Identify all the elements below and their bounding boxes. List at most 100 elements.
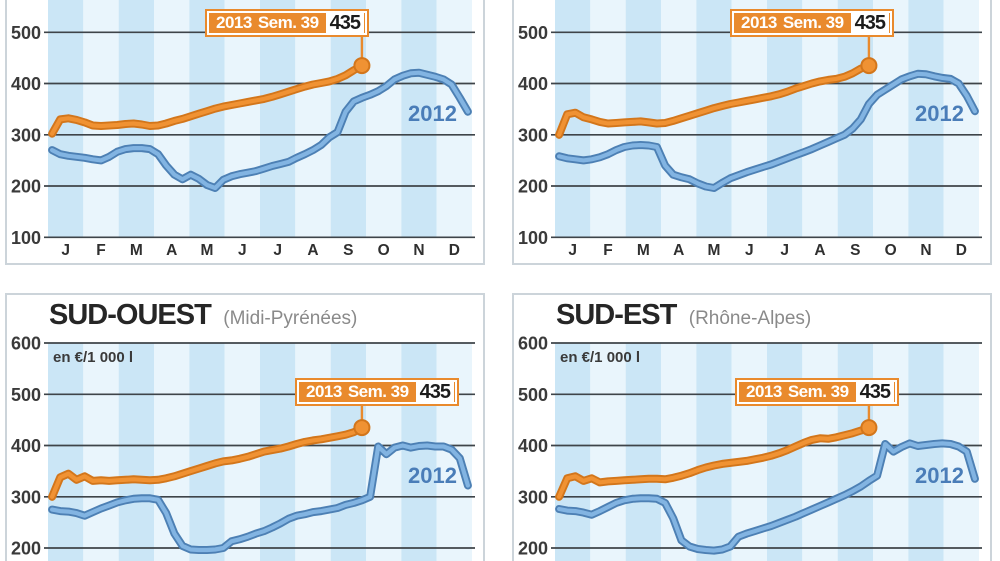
series-line-2012 [49,443,470,553]
month-stripe [401,343,437,561]
series-label-2012: 2012 [915,101,964,126]
badge-week: Sem. 39 [347,382,409,401]
month-label: M [708,242,721,259]
month-stripe [696,343,732,561]
month-label: O [885,242,897,259]
month-label: J [61,242,70,259]
month-label: J [780,242,789,259]
y-tick-label: 600 [11,334,41,354]
month-stripe [224,0,260,238]
badge-year: 2013 [741,13,777,32]
month-label: S [850,242,860,259]
chart-title: SUD-EST [556,299,677,331]
month-stripe [555,343,591,561]
y-tick-label: 100 [518,228,548,248]
month-stripe [625,343,661,561]
series-end-dot [860,57,878,75]
chart-panel-top-left: 600500400300200100JFMAMJJASOND 2012 2013… [5,0,485,265]
series-label-2012: 2012 [915,463,964,488]
month-stripe [590,343,626,561]
badge-year: 2013 [306,382,342,401]
unit-label: en €/1 000 l [560,349,641,366]
chart-panel-sud-est: 600500400300200100JFMAMJJASOND SUD-EST (… [512,293,992,561]
y-tick-label: 100 [11,228,41,248]
series-label-2012: 2012 [408,463,457,488]
month-stripe [366,0,402,238]
series-line-2013 [49,425,364,499]
chart-svg: 600500400300200100JFMAMJJASOND [11,0,475,259]
month-label: A [673,242,684,259]
month-stripe [837,0,873,238]
month-stripe [295,343,331,561]
callout-badge: 2013 Sem. 39 435 [295,378,459,406]
month-stripe [189,343,225,561]
month-stripe [873,0,909,238]
month-stripe [401,0,437,238]
badge-value: 435 [415,381,454,403]
month-stripe [330,343,366,561]
y-tick-label: 500 [11,385,41,405]
unit-label: en €/1 000 l [53,349,134,366]
y-tick-label: 200 [11,177,41,197]
chart-subtitle: (Midi-Pyrénées) [223,308,358,329]
month-label: J [568,242,577,259]
month-stripe [118,0,154,238]
month-label: A [166,242,177,259]
month-label: J [273,242,282,259]
month-stripe [731,0,767,238]
month-stripe [295,0,331,238]
series-line-2012 [556,71,977,191]
badge-week: Sem. 39 [257,13,319,32]
callout-badge: 2013 Sem. 39 435 [735,378,899,406]
month-stripe [330,0,366,238]
y-tick-label: 300 [11,487,41,507]
y-tick-label: 500 [11,23,41,43]
month-stripe [83,343,119,561]
chart-svg: 600500400300200100JFMAMJJASOND [518,334,982,561]
y-tick-label: 400 [11,74,41,94]
month-stripe [802,0,838,238]
badge-week: Sem. 39 [782,13,844,32]
month-stripe [802,343,838,561]
month-label: A [814,242,825,259]
series-end-dot [860,419,878,437]
month-stripe [83,0,119,238]
month-stripe [260,0,296,238]
month-stripe [767,0,803,238]
badge-value: 435 [325,12,364,34]
series-line-2013 [49,63,364,136]
month-label: O [378,242,390,259]
month-label: A [307,242,318,259]
month-label: M [130,242,143,259]
month-label: N [920,242,931,259]
month-stripe [436,0,472,238]
y-tick-label: 200 [11,539,41,559]
y-tick-label: 300 [11,125,41,145]
series-line-2013 [556,63,871,137]
month-label: F [603,242,612,259]
series-line-2013 [556,425,871,499]
chart-svg: 600500400300200100JFMAMJJASOND [518,0,982,259]
chart-title-row: SUD-EST (Rhône-Alpes) [556,299,811,332]
chart-title: SUD-OUEST [49,299,212,331]
month-stripe [908,0,944,238]
chart-svg: 600500400300200100JFMAMJJASOND [11,334,475,561]
chart-panel-top-right: 600500400300200100JFMAMJJASOND 2012 2013… [512,0,992,265]
month-label: D [956,242,967,259]
y-tick-label: 300 [518,125,548,145]
callout-badge: 2013 Sem. 39 435 [205,9,369,37]
y-tick-label: 500 [518,23,548,43]
month-stripe [48,343,84,561]
y-tick-label: 600 [518,334,548,354]
y-tick-label: 400 [11,436,41,456]
chart-title-row: SUD-OUEST (Midi-Pyrénées) [49,299,357,332]
month-stripe [943,0,979,238]
series-line-2012 [49,70,470,191]
month-label: D [449,242,460,259]
y-tick-label: 400 [518,74,548,94]
month-stripe [696,0,732,238]
y-tick-label: 300 [518,487,548,507]
y-tick-label: 200 [518,539,548,559]
badge-year: 2013 [746,382,782,401]
badge-value: 435 [850,12,889,34]
